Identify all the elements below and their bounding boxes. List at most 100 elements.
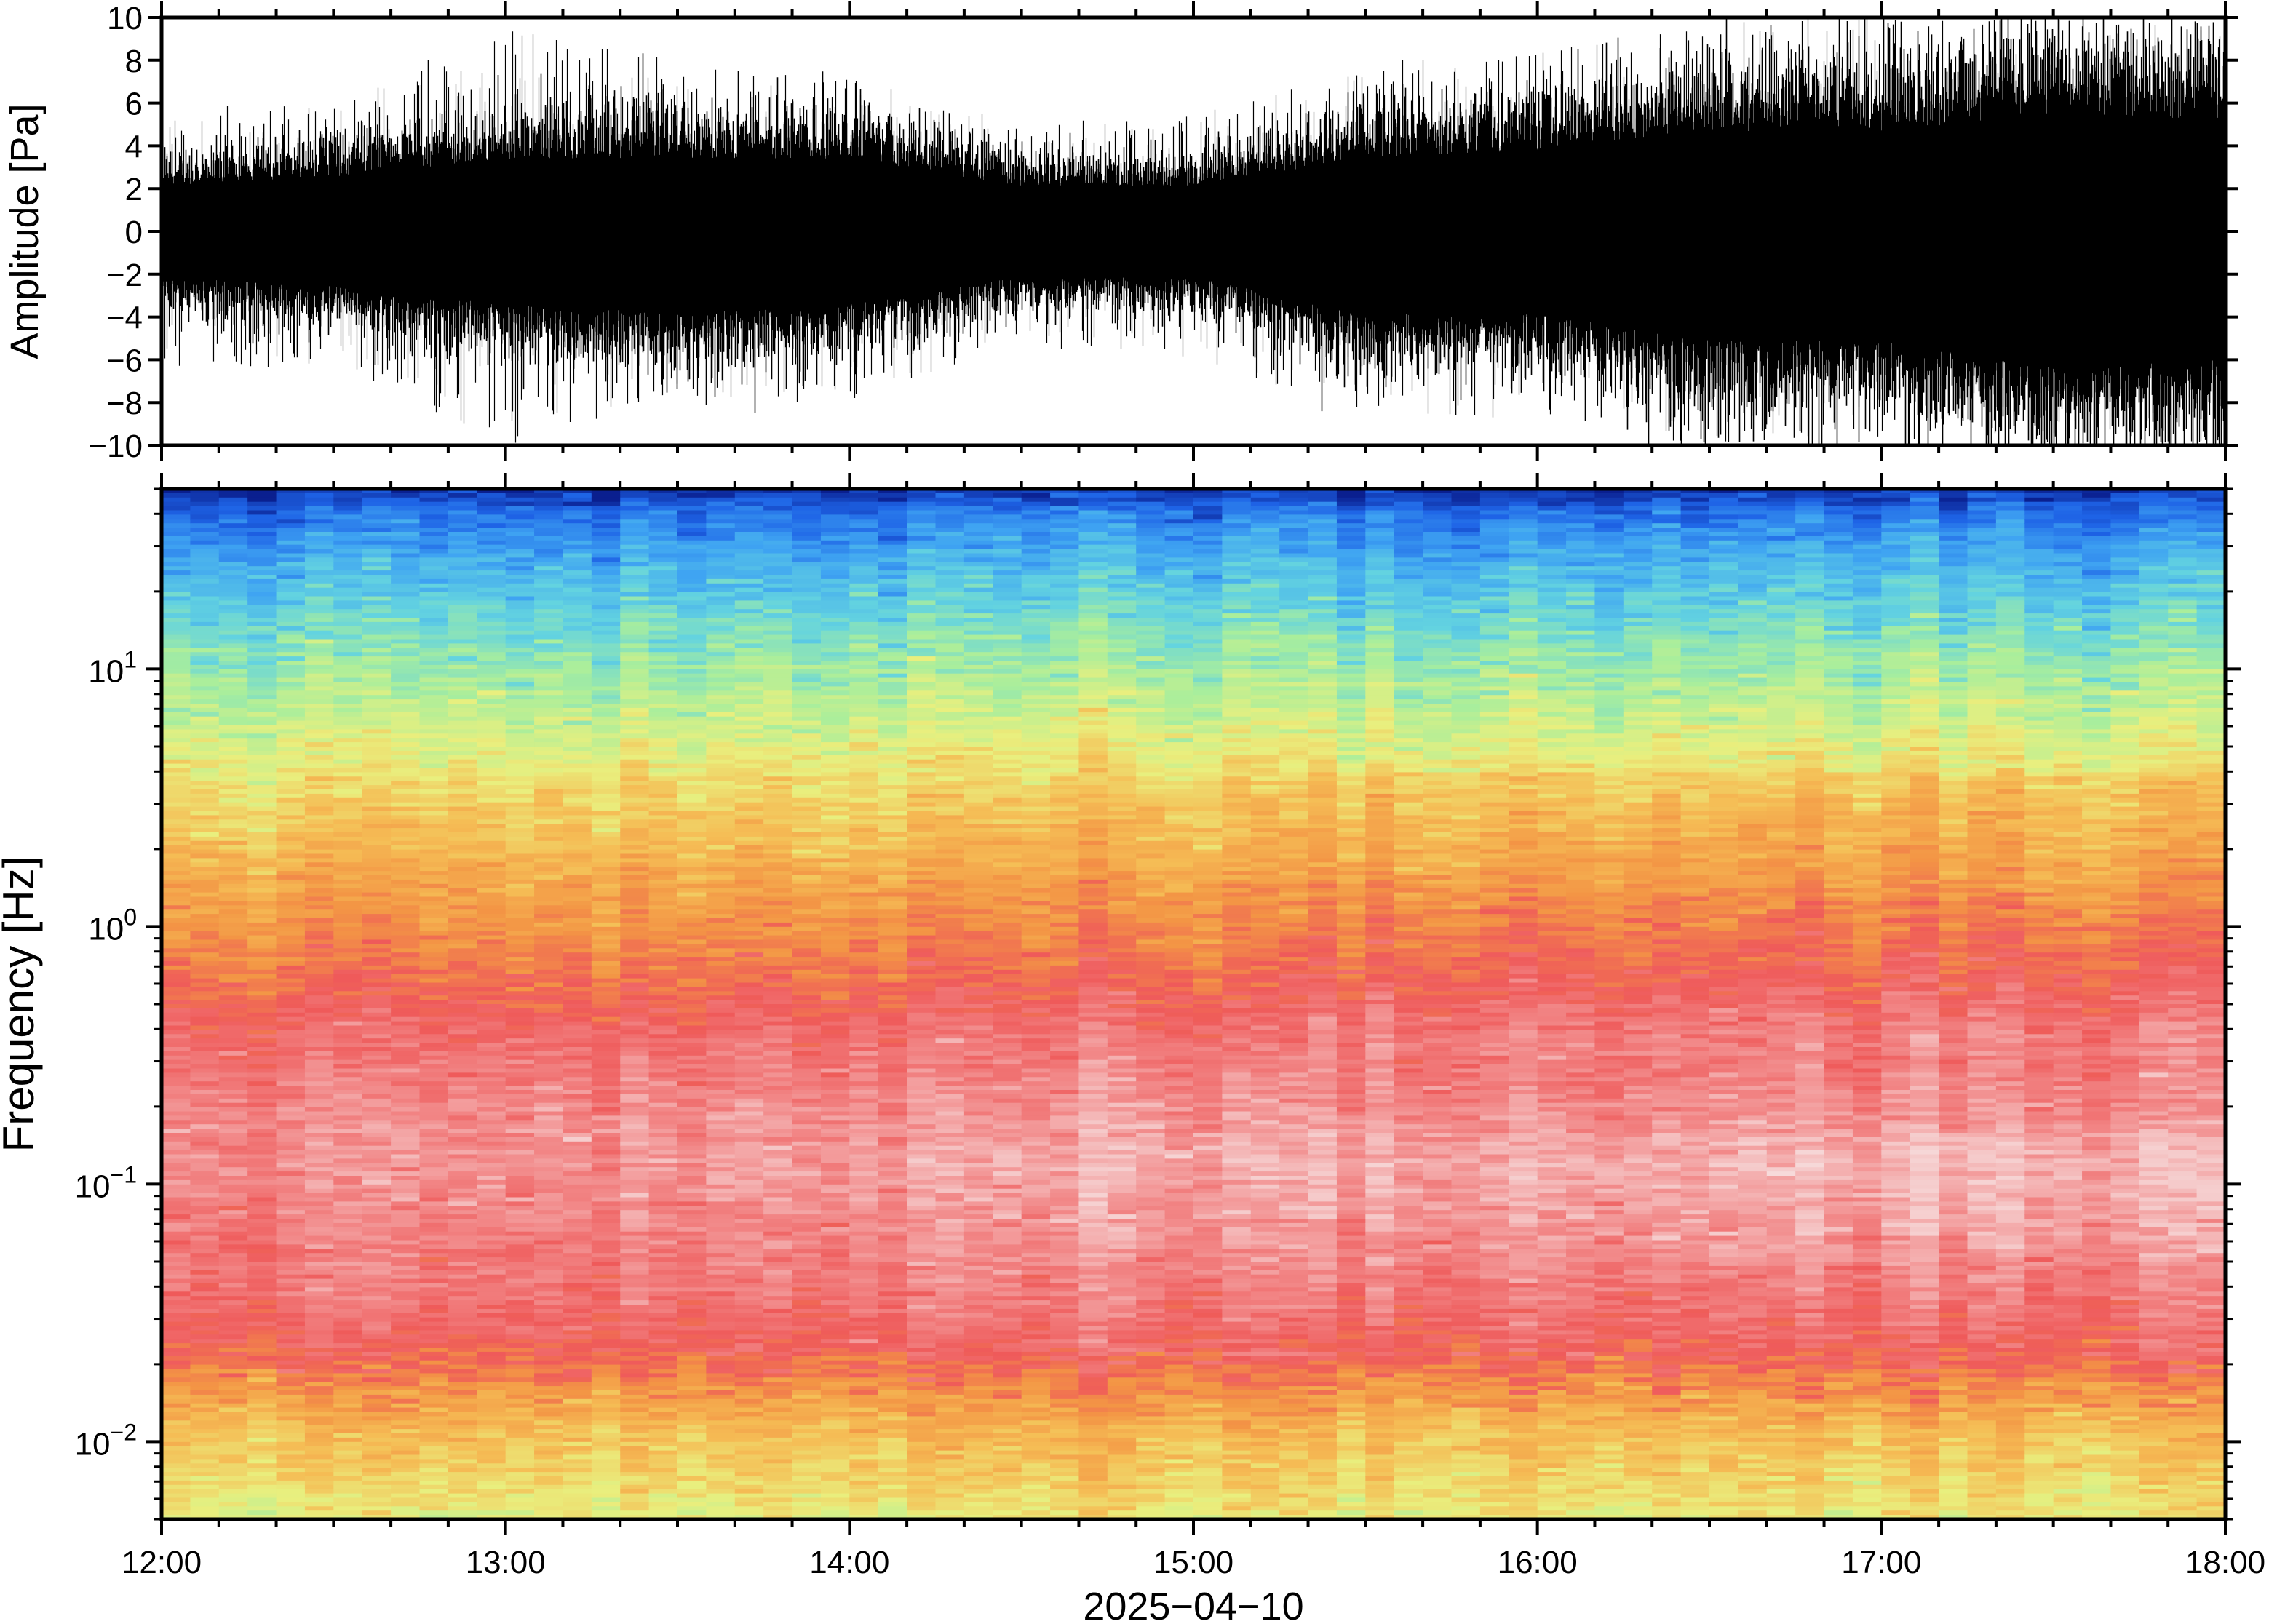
- spectrogram-cell: [677, 918, 707, 923]
- spectrogram-cell: [333, 1000, 363, 1005]
- spectrogram-cell: [362, 501, 392, 507]
- spectrogram-cell: [706, 1051, 736, 1056]
- spectrogram-cell: [333, 621, 363, 627]
- spectrogram-cell: [190, 1305, 220, 1310]
- spectrogram-cell: [304, 939, 335, 945]
- spectrogram-cell: [534, 630, 564, 636]
- spectrogram-cell: [190, 1484, 220, 1490]
- spectrogram-cell: [477, 1030, 506, 1035]
- spectrogram-cell: [677, 1179, 707, 1185]
- spectrogram-cell: [419, 1369, 449, 1374]
- spectrogram-cell: [391, 1059, 421, 1065]
- spectrogram-cell: [218, 867, 248, 872]
- spectrogram-cell: [419, 742, 449, 747]
- spectrogram-cell: [162, 1133, 191, 1138]
- spectrogram-cell: [218, 514, 248, 520]
- spectrogram-cell: [563, 1296, 592, 1301]
- spectrogram-cell: [190, 733, 220, 739]
- spectrogram-cell: [362, 914, 392, 919]
- spectrogram-cell: [534, 1137, 564, 1142]
- spectrogram-cell: [190, 549, 220, 554]
- spectrogram-cell: [391, 566, 421, 571]
- spectrogram-cell: [419, 1480, 449, 1486]
- spectrogram-cell: [648, 1184, 678, 1190]
- spectrogram-cell: [706, 763, 736, 769]
- spectrogram-cell: [620, 592, 650, 597]
- spectrogram-cell: [391, 853, 421, 859]
- spectrogram-cell: [620, 1343, 650, 1348]
- spectrogram-cell: [333, 926, 363, 932]
- spectrogram-cell: [419, 1334, 449, 1340]
- spectrogram-cell: [677, 853, 707, 859]
- spectrogram-cell: [534, 575, 564, 580]
- spectrogram-cell: [591, 1377, 621, 1382]
- spectrogram-cell: [706, 961, 736, 966]
- spectrogram-cell: [276, 1004, 306, 1009]
- spectrogram-cell: [276, 901, 306, 907]
- spectrogram-cell: [162, 652, 191, 657]
- spectrogram-cell: [391, 1244, 421, 1250]
- spectrogram-cell: [563, 840, 592, 846]
- spectrogram-cell: [333, 1253, 363, 1258]
- spectrogram-cell: [333, 1502, 363, 1508]
- spectrogram-cell: [276, 1506, 306, 1511]
- spectrogram-cell: [276, 1364, 306, 1370]
- spectrogram-cell: [362, 1300, 392, 1305]
- spectrogram-cell: [505, 1210, 535, 1215]
- spectrogram-cell: [362, 1008, 392, 1014]
- y-tick-label: 6: [125, 87, 143, 122]
- spectrogram-cell: [247, 750, 277, 756]
- spectrogram-cell: [563, 888, 592, 893]
- spectrogram-cell: [247, 578, 277, 584]
- spectrogram-cell: [419, 1287, 449, 1293]
- spectrogram-cell: [563, 1077, 592, 1082]
- spectrogram-cell: [477, 832, 506, 837]
- spectrogram-cell: [591, 1206, 621, 1211]
- spectrogram-cell: [247, 1055, 277, 1061]
- spectrogram-cell: [448, 772, 478, 778]
- spectrogram-cell: [677, 1343, 707, 1348]
- spectrogram-cell: [477, 1429, 506, 1434]
- spectrogram-cell: [477, 712, 506, 717]
- spectrogram-cell: [391, 664, 421, 670]
- spectrogram-cell: [448, 661, 478, 666]
- spectrogram-cell: [648, 583, 678, 589]
- spectrogram-cell: [419, 613, 449, 618]
- spectrogram-cell: [591, 506, 621, 512]
- spectrogram-cell: [505, 1150, 535, 1155]
- spectrogram-cell: [419, 1373, 449, 1379]
- spectrogram-cell: [620, 1326, 650, 1332]
- spectrogram-cell: [190, 1476, 220, 1481]
- spectrogram-cell: [734, 704, 764, 709]
- spectrogram-cell: [391, 1184, 421, 1190]
- spectrogram-cell: [162, 836, 191, 842]
- spectrogram-cell: [448, 1433, 478, 1438]
- spectrogram-cell: [620, 1450, 650, 1456]
- spectrogram-cell: [162, 1158, 191, 1164]
- spectrogram-cell: [706, 1287, 736, 1293]
- spectrogram-cell: [247, 1360, 277, 1366]
- spectrogram-cell: [190, 840, 220, 846]
- spectrogram-cell: [677, 514, 707, 520]
- spectrogram-cell: [505, 742, 535, 747]
- spectrogram-cell: [419, 1364, 449, 1370]
- spectrogram-cell: [706, 587, 736, 593]
- spectrogram-cell: [591, 1068, 621, 1074]
- spectrogram-cell: [218, 1287, 248, 1293]
- spectrogram-cell: [677, 1360, 707, 1366]
- spectrogram-cell: [620, 519, 650, 524]
- spectrogram-cell: [477, 862, 506, 867]
- spectrogram-cell: [247, 982, 277, 988]
- spectrogram-cell: [391, 815, 421, 821]
- spectrogram-cell: [505, 596, 535, 602]
- spectrogram-cell: [563, 987, 592, 992]
- spectrogram-cell: [304, 489, 335, 494]
- spectrogram-cell: [391, 763, 421, 769]
- spectrogram-cell: [218, 1098, 248, 1104]
- spectrogram-cell: [677, 811, 707, 816]
- spectrogram-cell: [477, 630, 506, 636]
- spectrogram-cell: [247, 1394, 277, 1400]
- spectrogram-cell: [620, 1025, 650, 1031]
- spectrogram-cell: [706, 918, 736, 923]
- spectrogram-cell: [563, 969, 592, 975]
